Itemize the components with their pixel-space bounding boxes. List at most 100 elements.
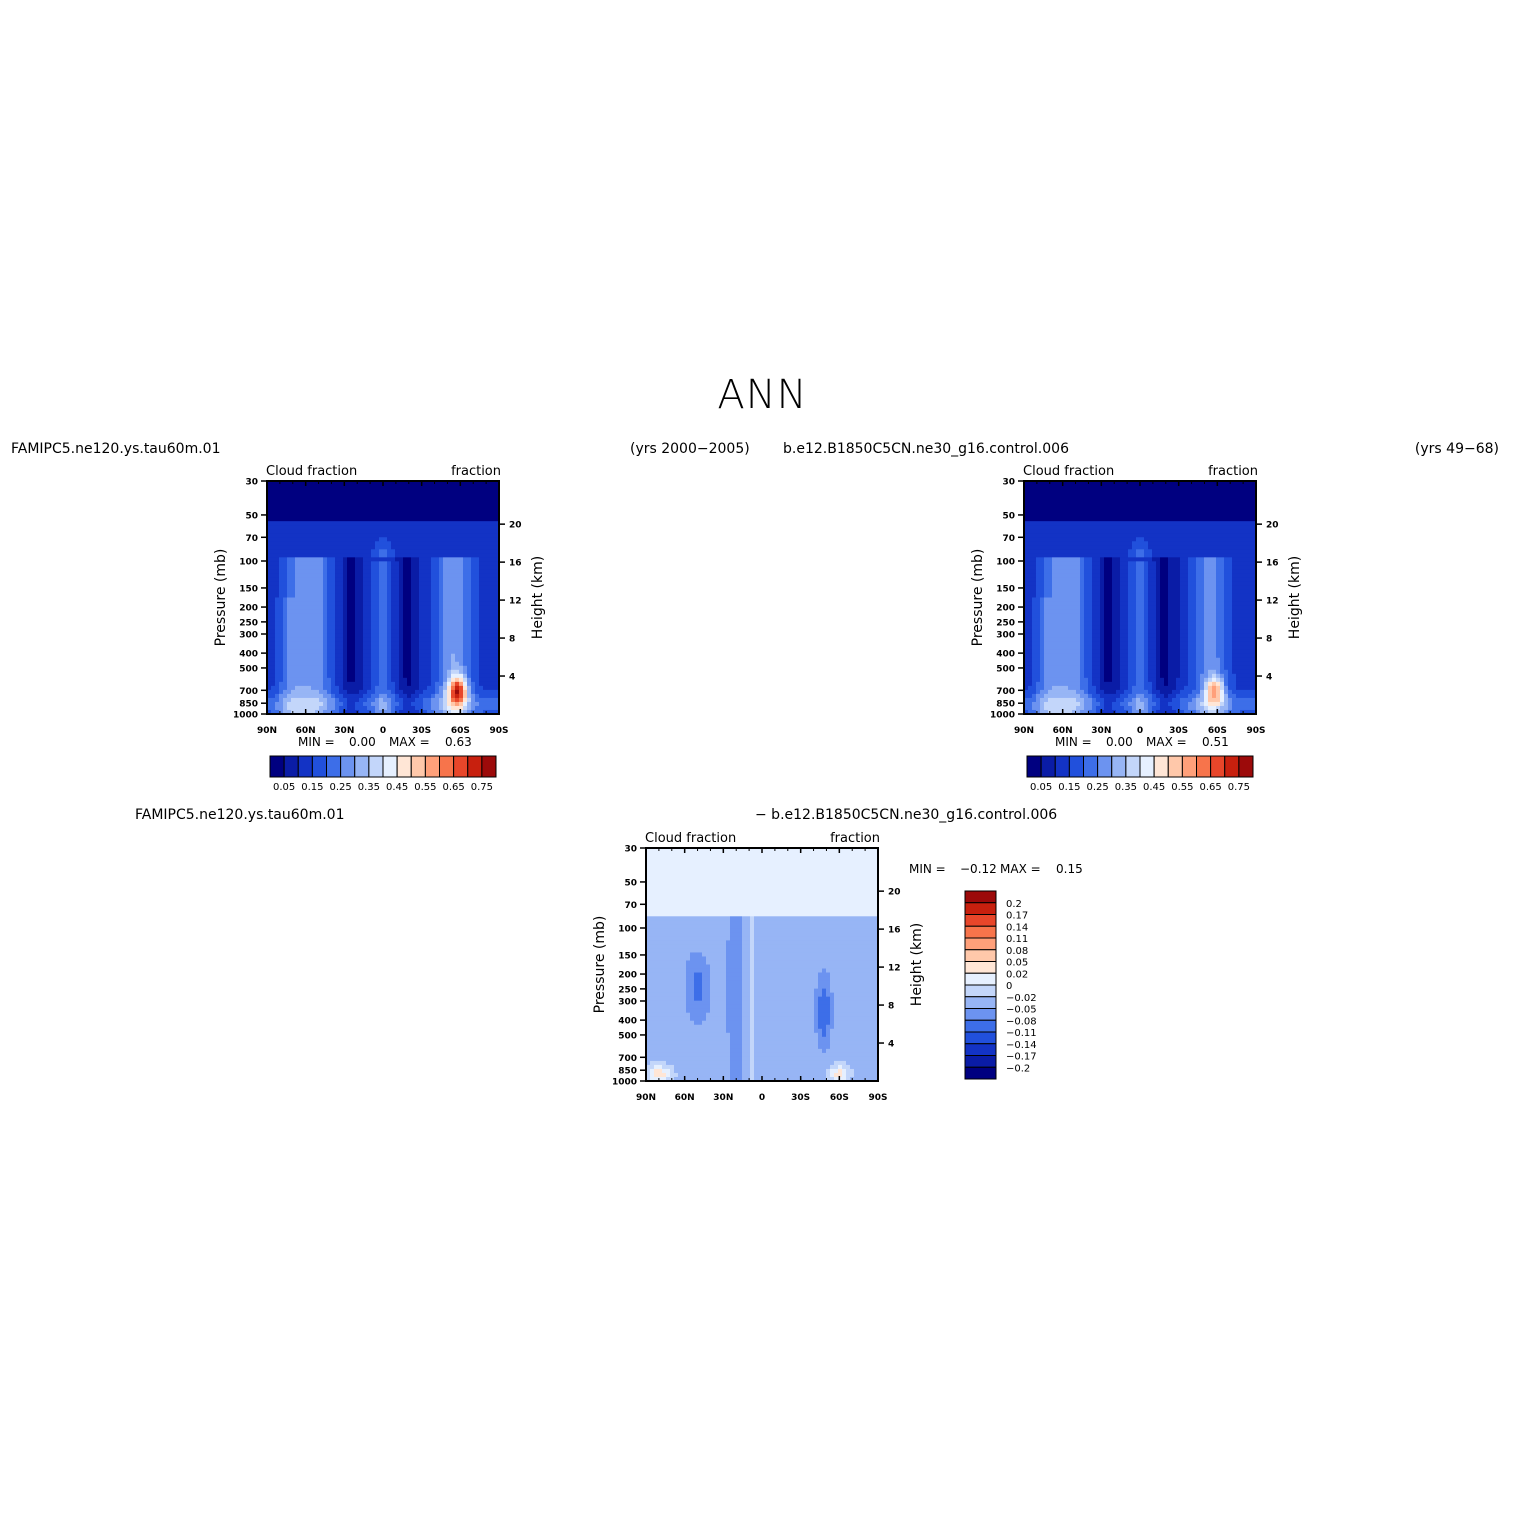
- heatmap-cell: [467, 601, 472, 607]
- heatmap-cell: [439, 673, 444, 679]
- heatmap-cell: [335, 577, 340, 583]
- heatmap-cell: [267, 657, 272, 663]
- heatmap-cell: [427, 517, 432, 522]
- heatmap-cell: [1072, 485, 1077, 490]
- heatmap-cell: [1092, 585, 1097, 591]
- heatmap-cell: [391, 533, 396, 538]
- heatmap-cell: [1096, 609, 1101, 615]
- heatmap-cell: [271, 505, 276, 510]
- heatmap-cell: [307, 573, 312, 579]
- heatmap-cell: [1076, 645, 1081, 651]
- heatmap-cell: [1104, 569, 1109, 574]
- heatmap-cell: [359, 629, 364, 635]
- heatmap-cell: [479, 709, 484, 715]
- heatmap-cell: [343, 505, 348, 510]
- heatmap-cell: [1064, 501, 1069, 506]
- heatmap-cell: [1080, 653, 1085, 659]
- heatmap-cell: [323, 677, 328, 683]
- heatmap-cell: [403, 617, 408, 623]
- heatmap-cell: [371, 617, 376, 623]
- heatmap-cell: [1080, 689, 1085, 695]
- heatmap-cell: [1084, 525, 1089, 530]
- heatmap-cell: [335, 517, 340, 522]
- heatmap-cell: [1112, 525, 1117, 530]
- heatmap-cell: [307, 509, 312, 514]
- heatmap-cell: [387, 601, 392, 607]
- heatmap-cell: [383, 497, 388, 502]
- heatmap-cell: [475, 629, 480, 635]
- heatmap-cell: [1120, 565, 1125, 570]
- heatmap-cell: [347, 489, 352, 494]
- heatmap-cell: [419, 673, 424, 679]
- heatmap-cell: [423, 589, 428, 595]
- heatmap-cell: [1036, 621, 1041, 627]
- heatmap-cell: [303, 645, 308, 651]
- heatmap-cell: [427, 561, 432, 566]
- heatmap-cell: [1056, 621, 1061, 627]
- heatmap-cell: [367, 569, 372, 574]
- heatmap-cell: [403, 589, 408, 595]
- heatmap-cell: [339, 505, 344, 510]
- heatmap-cell: [447, 657, 452, 663]
- heatmap-cell: [331, 601, 336, 607]
- heatmap-cell: [439, 557, 444, 562]
- heatmap-cell: [487, 705, 492, 711]
- heatmap-cell: [375, 701, 380, 707]
- heatmap-cell: [1060, 657, 1065, 663]
- heatmap-cell: [423, 689, 428, 695]
- heatmap-cell: [495, 637, 500, 643]
- heatmap-cell: [415, 557, 420, 562]
- heatmap-cell: [379, 637, 384, 643]
- heatmap-cell: [319, 693, 324, 699]
- heatmap-cell: [283, 585, 288, 591]
- heatmap-cell: [1036, 705, 1041, 711]
- heatmap-cell: [335, 649, 340, 655]
- heatmap-cell: [1116, 677, 1121, 683]
- heatmap-cell: [323, 629, 328, 635]
- heatmap-cell: [431, 569, 436, 574]
- heatmap-cell: [383, 529, 388, 534]
- heatmap-cell: [471, 489, 476, 494]
- heatmap-cell: [319, 709, 324, 715]
- heatmap-cell: [423, 641, 428, 647]
- heatmap-cell: [283, 573, 288, 579]
- heatmap-cell: [1084, 513, 1089, 518]
- heatmap-cell: [1028, 557, 1033, 562]
- heatmap-cell: [295, 645, 300, 651]
- heatmap-cell: [459, 513, 464, 518]
- heatmap-cell: [1084, 685, 1089, 691]
- heatmap-cell: [1064, 677, 1069, 683]
- heatmap-cell: [375, 553, 380, 558]
- heatmap-cell: [495, 617, 500, 623]
- heatmap-cell: [399, 701, 404, 707]
- heatmap-cell: [451, 529, 456, 534]
- heatmap-cell: [491, 689, 496, 695]
- heatmap-cell: [275, 569, 280, 574]
- heatmap-cell: [431, 661, 436, 667]
- heatmap-cell: [323, 557, 328, 562]
- heatmap-cell: [307, 485, 312, 490]
- heatmap-cell: [1116, 525, 1121, 530]
- heatmap-cell: [311, 601, 316, 607]
- heatmap-cell: [1100, 677, 1105, 683]
- heatmap-cell: [1032, 485, 1037, 490]
- heatmap-cell: [271, 701, 276, 707]
- heatmap-cell: [1048, 617, 1053, 623]
- heatmap-cell: [335, 485, 340, 490]
- heatmap-cell: [327, 681, 332, 687]
- heatmap-cell: [391, 561, 396, 566]
- heatmap-cell: [1104, 549, 1109, 554]
- heatmap-cell: [415, 509, 420, 514]
- heatmap-cell: [399, 621, 404, 627]
- colorbar-box: [368, 755, 384, 778]
- heatmap-cell: [279, 521, 284, 526]
- heatmap-cell: [403, 649, 408, 655]
- heatmap-cell: [383, 489, 388, 494]
- heatmap-cell: [483, 521, 488, 526]
- heatmap-cell: [495, 597, 500, 603]
- heatmap-cell: [367, 621, 372, 627]
- heatmap-cell: [379, 665, 384, 671]
- heatmap-cell: [1036, 581, 1041, 587]
- heatmap-cell: [419, 493, 424, 498]
- heatmap-cell: [363, 485, 368, 490]
